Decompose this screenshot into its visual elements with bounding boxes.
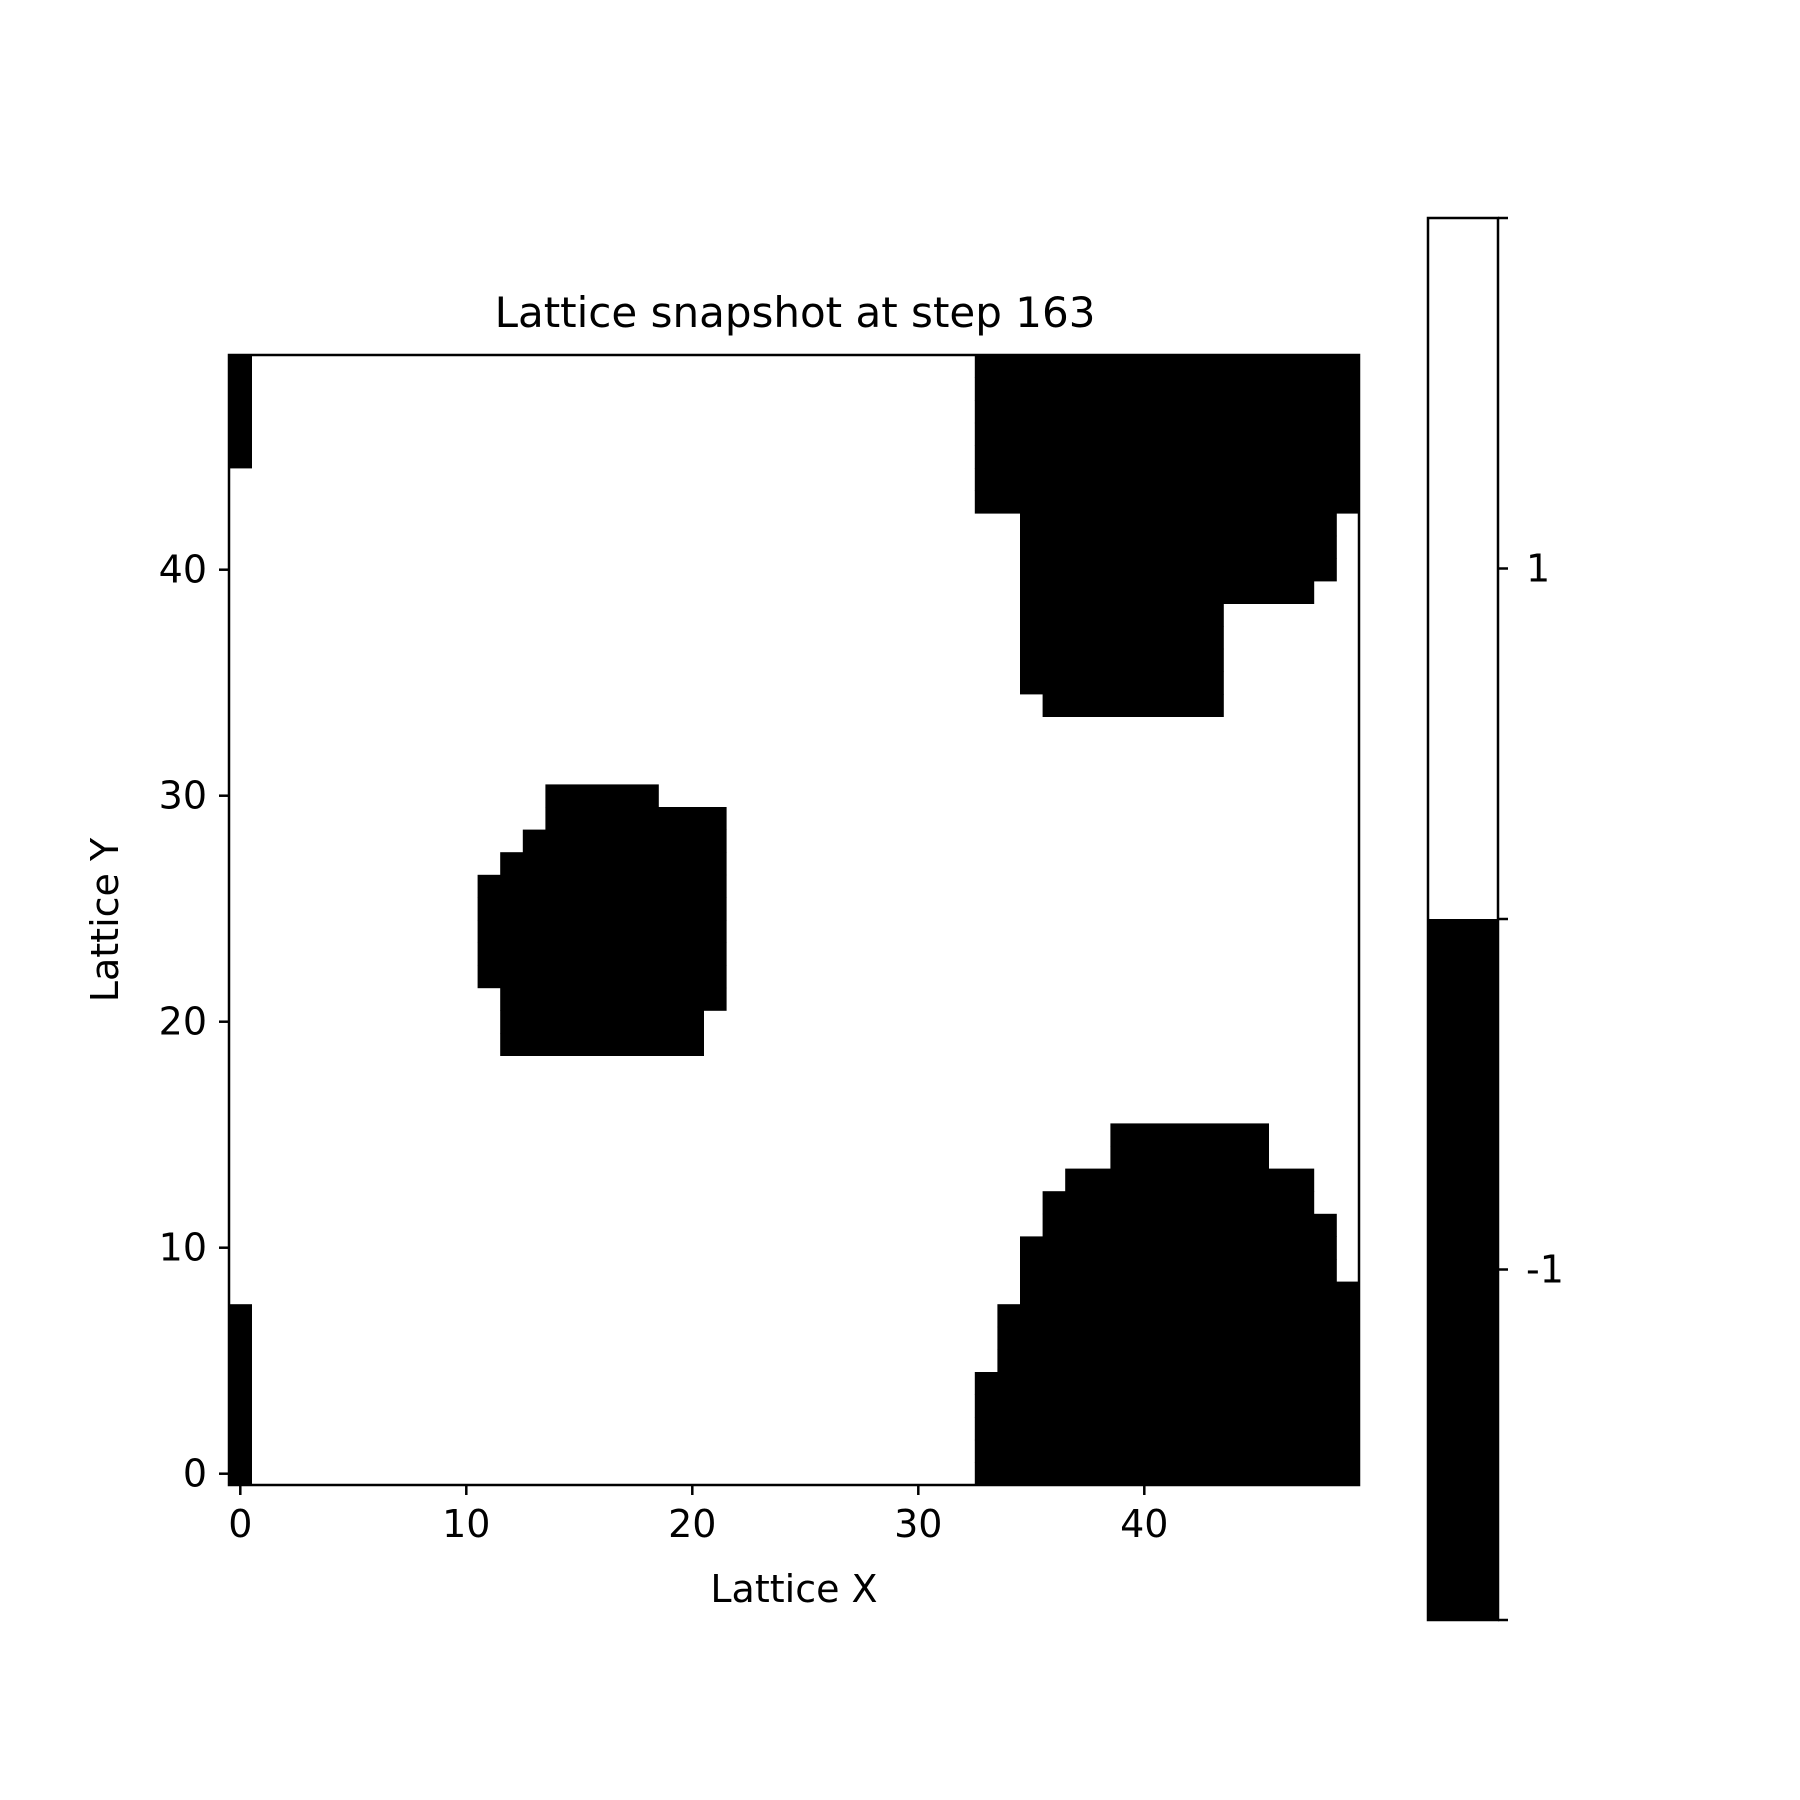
lattice-cell-run: [229, 422, 252, 446]
lattice-cell-run: [522, 829, 727, 853]
lattice-cell-run: [1110, 1146, 1269, 1169]
lattice-cell-run: [1020, 648, 1224, 672]
lattice-cell-run: [974, 400, 1360, 424]
lattice-cell-run: [545, 807, 727, 830]
lattice-cell-run: [1042, 694, 1224, 717]
colorbar-segment-positive: [1428, 218, 1498, 919]
chart-title: Lattice snapshot at step 163: [495, 288, 1096, 337]
y-axis-ticks: 0 10 20 30 40: [159, 548, 229, 1496]
lattice-cell-run: [545, 784, 659, 808]
lattice-cell-run: [974, 1417, 1360, 1441]
lattice-cell-run: [229, 355, 252, 378]
colorbar: 1 -1: [1426, 216, 1564, 1622]
lattice-cell-run: [229, 1326, 252, 1350]
axes-frame: [227, 353, 1361, 1487]
x-tick-label: 0: [228, 1502, 252, 1546]
lattice-cell-run: [974, 490, 1360, 514]
lattice-cell-run: [1020, 1259, 1337, 1282]
x-axis-label: Lattice X: [710, 1567, 877, 1611]
lattice-cell-run: [1020, 1236, 1337, 1260]
colorbar-segment-negative: [1428, 919, 1498, 1620]
lattice-cell-run: [974, 468, 1360, 491]
lattice-cell-run: [477, 920, 727, 943]
colorbar-tick-label: -1: [1526, 1248, 1564, 1292]
lattice-cell-run: [477, 874, 727, 898]
y-axis-label: Lattice Y: [83, 837, 127, 1002]
lattice-cell-run: [229, 1439, 252, 1463]
lattice-cell-run: [974, 445, 1360, 469]
lattice-cell-run: [500, 987, 727, 1011]
lattice-cell-run: [1110, 1123, 1269, 1147]
lattice-cell-run: [1065, 1168, 1315, 1192]
lattice-cell-run: [500, 1033, 704, 1056]
lattice-cell-run: [1020, 558, 1337, 582]
colorbar-tick-label: 1: [1526, 547, 1550, 591]
lattice-cell-run: [229, 445, 252, 469]
lattice-cell-run: [974, 422, 1360, 446]
lattice-cell-run: [974, 1394, 1360, 1418]
heatmap-cells: [229, 355, 1360, 1486]
lattice-cell-run: [229, 1462, 252, 1486]
lattice-cell-run: [997, 1349, 1360, 1373]
lattice-cell-run: [1020, 513, 1337, 537]
lattice-cell-run: [1020, 535, 1337, 559]
y-tick-label: 20: [159, 1000, 207, 1044]
lattice-cell-run: [229, 1417, 252, 1441]
lattice-cell-run: [229, 1349, 252, 1373]
lattice-cell-run: [229, 1304, 252, 1328]
lattice-cell-run: [477, 897, 727, 921]
lattice-cell-run: [477, 942, 727, 966]
lattice-cell-run: [1020, 626, 1224, 650]
y-tick-label: 40: [159, 548, 207, 592]
lattice-cell-run: [229, 377, 252, 401]
lattice-cell-run: [997, 1304, 1360, 1328]
x-tick-label: 10: [442, 1502, 490, 1546]
lattice-cell-run: [1042, 1191, 1315, 1215]
lattice-cell-run: [974, 377, 1360, 401]
lattice-cell-run: [229, 1372, 252, 1395]
lattice-cell-run: [974, 1462, 1360, 1486]
lattice-cell-run: [477, 965, 727, 989]
lattice-cell-run: [974, 1372, 1360, 1395]
x-tick-label: 30: [894, 1502, 942, 1546]
lattice-cell-run: [1042, 1213, 1337, 1237]
y-tick-label: 0: [183, 1452, 207, 1496]
y-tick-label: 30: [159, 774, 207, 818]
lattice-cell-run: [229, 400, 252, 424]
x-tick-label: 40: [1120, 1502, 1168, 1546]
lattice-cell-run: [974, 355, 1360, 378]
lattice-cell-run: [500, 1010, 704, 1034]
lattice-cell-run: [500, 852, 727, 876]
lattice-cell-run: [1020, 1281, 1360, 1305]
lattice-cell-run: [974, 1439, 1360, 1463]
x-tick-label: 20: [668, 1502, 716, 1546]
lattice-cell-run: [1020, 581, 1315, 604]
lattice-cell-run: [229, 1394, 252, 1418]
lattice-cell-run: [1020, 671, 1224, 695]
lattice-cell-run: [997, 1326, 1360, 1350]
x-axis-ticks: 0 10 20 30 40: [228, 1485, 1168, 1546]
lattice-cell-run: [1020, 603, 1224, 627]
y-tick-label: 10: [159, 1226, 207, 1270]
